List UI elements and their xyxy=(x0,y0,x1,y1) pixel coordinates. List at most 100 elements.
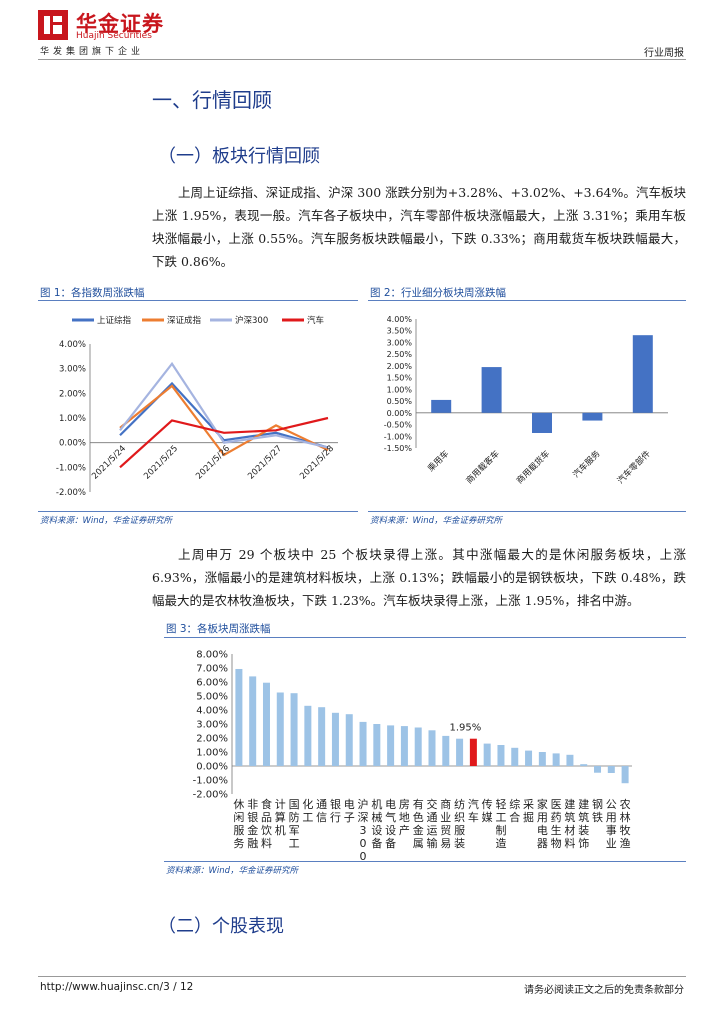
x-tick-label: 纺织服装 xyxy=(454,797,465,850)
y-tick-label: 0.50% xyxy=(387,397,413,406)
fig3-rule-bottom xyxy=(164,861,686,862)
y-tick-label: 0.00% xyxy=(387,409,413,418)
series-line-3 xyxy=(119,416,329,469)
x-tick-label: 商业贸易 xyxy=(440,797,451,850)
x-tick-label: 乘用车 xyxy=(426,448,452,474)
y-tick-label: -1.00% xyxy=(384,432,413,441)
y-tick-label: 0.00% xyxy=(59,439,86,449)
fig1-source: 资料来源：Wind，华金证券研究所 xyxy=(40,516,173,526)
bar-27 xyxy=(607,766,615,773)
fig2-rule-bottom xyxy=(368,511,686,512)
x-tick-label: 沪深 3 0 0 xyxy=(358,797,369,860)
fig2-source: 资料来源：Wind，华金证券研究所 xyxy=(370,516,503,526)
x-tick-label: 汽车服务 xyxy=(571,448,603,480)
bar-1 xyxy=(249,676,257,766)
series-line-2 xyxy=(119,361,329,449)
highlight-data-label: 1.95% xyxy=(449,723,481,734)
bar-6 xyxy=(318,707,326,766)
y-tick-label: 2.00% xyxy=(59,389,86,399)
y-tick-label: 6.00% xyxy=(196,678,228,689)
fig1-chart: 上证综指 深证成指 沪深300 汽车 4.00% 3.00% 2.00% 1.00% 0.00… xyxy=(56,315,338,498)
footer-url-page: http://www.huajinsc.cn/3 / 12 xyxy=(40,981,193,993)
footer-url[interactable]: http://www.huajinsc.cn/ xyxy=(40,981,164,993)
group-tagline: 华发集团旗下企业 xyxy=(40,47,145,57)
y-tick-label: -1.00% xyxy=(56,463,86,473)
bar-0 xyxy=(431,399,452,413)
x-tick-label: 银行 xyxy=(330,797,341,824)
x-tick-label: 商用载客车 xyxy=(464,448,502,486)
subsection-title-stocks: （二）个股表现 xyxy=(158,916,284,937)
bar-17 xyxy=(469,738,477,766)
fig1-rule xyxy=(38,300,358,301)
bar-3 xyxy=(276,692,284,766)
y-tick-label: 8.00% xyxy=(196,650,228,661)
x-tick-label: 建筑装饰 xyxy=(578,797,589,850)
x-tick-label: 计算机 xyxy=(275,798,286,837)
x-tick-label: 医药生物 xyxy=(551,798,562,850)
x-tick-label: 商用载货车 xyxy=(514,448,552,486)
bar-1 xyxy=(481,367,502,413)
bar-2 xyxy=(532,412,552,433)
y-tick-label: -1.50% xyxy=(384,444,413,453)
y-tick-label: -1.00% xyxy=(193,776,228,787)
x-tick-label: 公用事业 xyxy=(606,798,617,850)
fig2-rule xyxy=(368,300,686,301)
fig3-caption: 图 3：各板块周涨跌幅 xyxy=(166,623,271,635)
bar-24 xyxy=(566,754,574,766)
fig3-chart: 8.00% 7.00% 6.00% 5.00% 4.00% 3.00% 2.00% 1.00%… xyxy=(193,650,632,860)
x-tick-label: 家用电器 xyxy=(537,797,548,850)
bar-25 xyxy=(580,764,588,766)
y-tick-label: 7.00% xyxy=(196,664,228,675)
y-tick-label: -2.00% xyxy=(193,790,228,801)
bar-14 xyxy=(428,730,436,766)
fig1-caption: 图 1：各指数周涨跌幅 xyxy=(40,287,145,299)
bar-16 xyxy=(456,738,464,766)
bar-15 xyxy=(442,735,450,766)
bar-8 xyxy=(345,714,353,766)
bar-21 xyxy=(525,750,533,766)
bar-3 xyxy=(582,412,603,421)
y-tick-label: 4.00% xyxy=(196,706,228,717)
bar-2 xyxy=(262,682,270,766)
y-tick-label: 3.00% xyxy=(387,338,413,347)
y-tick-label: 2.00% xyxy=(387,362,413,371)
y-tick-label: 4.00% xyxy=(387,315,413,324)
x-tick-label: 食品饮料 xyxy=(261,797,272,850)
x-tick-label: 2021/5/26 xyxy=(194,444,232,482)
x-tick-label: 有色金属 xyxy=(413,797,424,850)
y-tick-label: 4.00% xyxy=(59,340,86,350)
fig3-source: 资料来源：Wind，华金证券研究所 xyxy=(166,866,299,876)
y-tick-label: -0.50% xyxy=(384,421,413,430)
company-logo-icon xyxy=(38,10,68,40)
x-tick-label: 2021/5/25 xyxy=(142,444,180,482)
x-tick-label: 汽车零部件 xyxy=(615,448,653,486)
paragraph-industry-review: 上周申万 29 个板块中 25 个板块录得上涨。其中涨幅最大的是休闲服务板块，上… xyxy=(152,547,686,608)
bar-4 xyxy=(290,693,298,766)
bar-20 xyxy=(511,747,519,766)
x-tick-label: 2021/5/28 xyxy=(298,444,336,482)
y-tick-label: 3.00% xyxy=(196,720,228,731)
x-tick-label: 2021/5/24 xyxy=(90,444,128,482)
bar-28 xyxy=(621,766,629,784)
x-tick-label: 交通运输 xyxy=(427,797,438,850)
x-tick-label: 休闲服务 xyxy=(233,798,244,850)
x-tick-label: 轻工制造 xyxy=(495,797,506,850)
paragraph-sector-review: 上周上证综指、深证成指、沪深 300 涨跌分别为+3.28%、+3.02%、+3… xyxy=(152,185,686,269)
logo-en: Huajin Securities xyxy=(76,31,152,41)
x-tick-label: 建筑材料 xyxy=(564,797,575,850)
y-tick-label: 0.00% xyxy=(196,762,228,773)
x-tick-label: 房地产 xyxy=(399,798,410,837)
x-tick-label: 汽车 xyxy=(468,797,479,824)
y-tick-label: 3.50% xyxy=(387,327,413,336)
bar-5 xyxy=(304,705,312,766)
bar-23 xyxy=(552,753,560,766)
x-tick-label: 钢铁 xyxy=(592,798,603,824)
x-tick-label: 机械设备 xyxy=(371,797,382,850)
x-tick-label: 化工 xyxy=(302,797,313,824)
fig1-rule-bottom xyxy=(38,511,358,512)
fig2-chart: 4.00% 3.50% 3.00% 2.50% 2.00% 1.50% 1.00% 0.50%… xyxy=(384,315,668,486)
logo-cn: 华金证券 xyxy=(76,12,164,36)
x-tick-label: 综合 xyxy=(509,797,520,824)
header-divider xyxy=(38,59,686,60)
y-tick-label: 1.00% xyxy=(387,385,413,394)
